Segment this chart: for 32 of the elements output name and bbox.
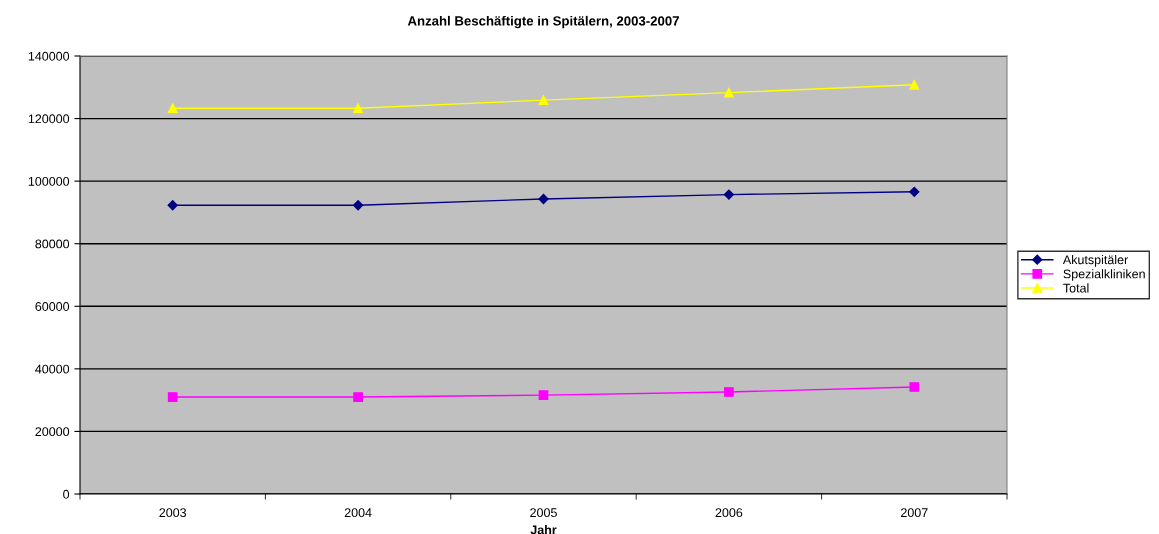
- point: [167, 103, 178, 114]
- x-tick-label: 2003: [159, 508, 187, 518]
- point: [909, 382, 920, 392]
- y-tick-label: 60000: [35, 302, 70, 311]
- y-tick-label: 0: [63, 489, 70, 499]
- y-tick-label: 140000: [28, 51, 70, 61]
- point: [909, 79, 920, 90]
- x-tick-label: 2005: [530, 508, 557, 518]
- point: [538, 95, 549, 105]
- chart-title: Anzahl Beschäftigte in Spitälern, 2003-2007: [407, 15, 679, 29]
- y-tick-label: 80000: [35, 239, 70, 249]
- point: [353, 103, 363, 114]
- y-tick-label: 20000: [35, 427, 70, 437]
- point: [538, 390, 549, 400]
- point: [909, 186, 920, 197]
- x-axis-title: Jahr: [530, 525, 557, 534]
- y-tick-label: 40000: [35, 364, 70, 374]
- point: [724, 87, 734, 98]
- point: [167, 392, 178, 402]
- legend-label: Total: [1063, 283, 1089, 293]
- point: [724, 387, 734, 397]
- point: [353, 392, 363, 402]
- point: [167, 200, 178, 211]
- point: [723, 189, 735, 200]
- y-tick-label: 120000: [28, 114, 70, 124]
- y-tick-label: 100000: [28, 176, 70, 186]
- legend-label: Spezialkliniken: [1063, 269, 1145, 281]
- x-tick-label: 2006: [715, 508, 743, 518]
- legend-label: Akutspitäler: [1062, 255, 1128, 267]
- x-tick-label: 2007: [901, 508, 928, 518]
- x-tick-label: 2004: [344, 508, 372, 518]
- point: [352, 200, 364, 211]
